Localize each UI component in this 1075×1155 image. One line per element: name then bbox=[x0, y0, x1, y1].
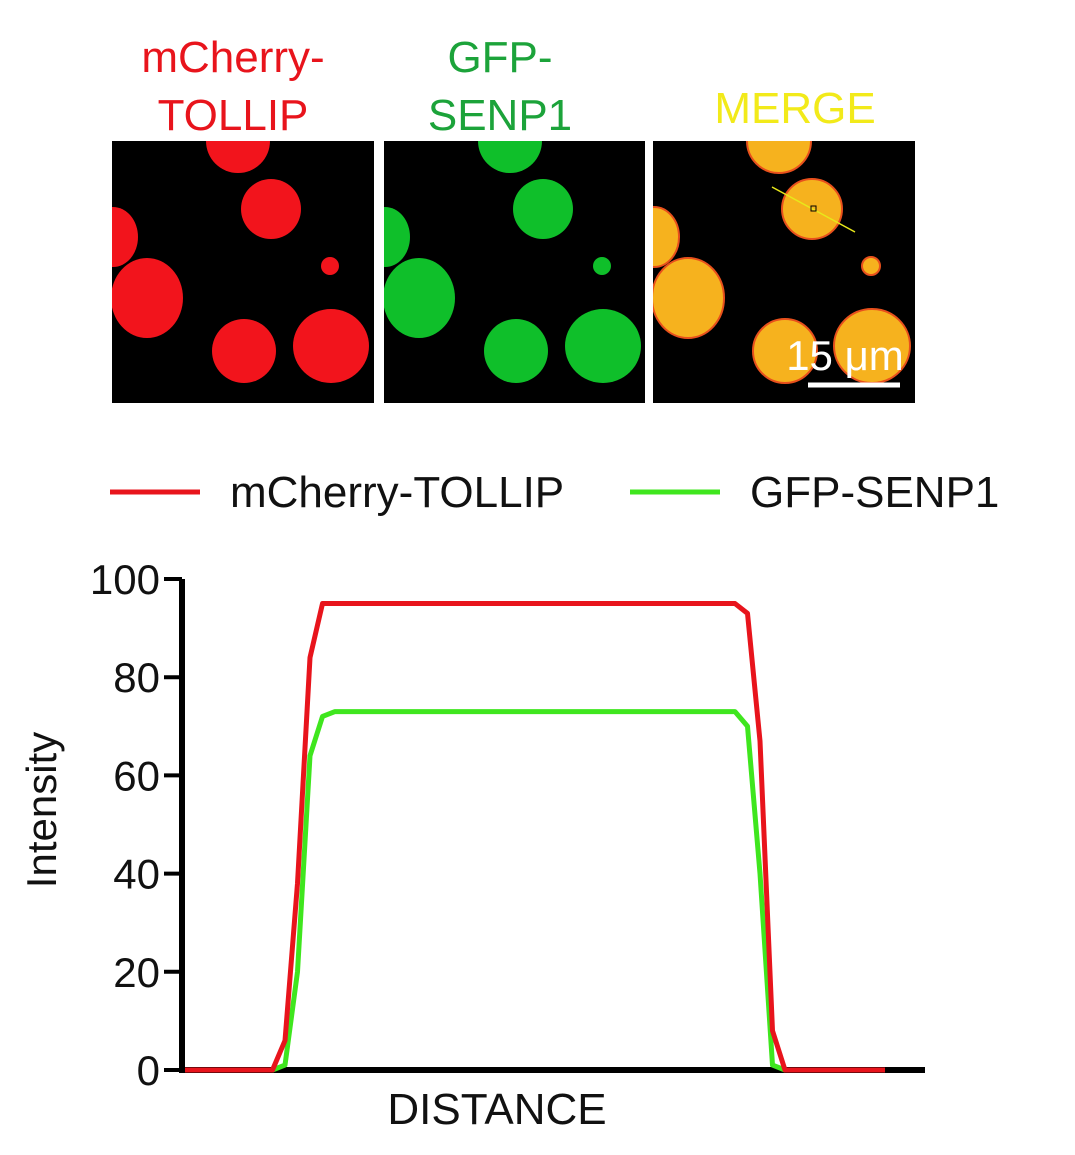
droplet bbox=[384, 207, 410, 267]
series-line bbox=[185, 709, 885, 1073]
y-tick-label: 20 bbox=[113, 949, 160, 996]
panel-title: TOLLIP bbox=[158, 91, 309, 140]
droplet bbox=[593, 257, 611, 275]
y-tick-label: 0 bbox=[137, 1047, 160, 1094]
droplets bbox=[384, 141, 641, 383]
panel-title: MERGE bbox=[714, 84, 875, 133]
roi-marker bbox=[810, 205, 817, 212]
droplet bbox=[293, 309, 369, 383]
droplet bbox=[112, 207, 138, 267]
droplet bbox=[653, 257, 725, 339]
droplet bbox=[112, 258, 183, 338]
droplet bbox=[746, 141, 812, 174]
droplet bbox=[212, 319, 276, 383]
droplet bbox=[861, 256, 881, 276]
series-line bbox=[185, 601, 885, 1073]
droplet bbox=[653, 206, 680, 268]
x-axis-label: DISTANCE bbox=[387, 1085, 606, 1134]
chart: mCherry-TOLLIP GFP-SENP1 0 20 40 60 80 100 Inten… bbox=[18, 468, 999, 1134]
droplet bbox=[241, 179, 301, 239]
y-tick-label: 60 bbox=[113, 752, 160, 799]
droplet bbox=[321, 257, 339, 275]
panel-title: GFP- bbox=[447, 33, 552, 82]
droplet bbox=[513, 179, 573, 239]
droplet bbox=[484, 319, 548, 383]
droplet bbox=[384, 258, 455, 338]
droplet bbox=[206, 141, 270, 173]
droplet bbox=[565, 309, 641, 383]
image-panels: mCherry- TOLLIP GFP- SENP1 MERGE 15 μm bbox=[112, 33, 915, 403]
droplet bbox=[752, 318, 818, 384]
legend-label: GFP-SENP1 bbox=[750, 468, 999, 517]
y-axis-label: Intensity bbox=[18, 732, 65, 888]
legend-label: mCherry-TOLLIP bbox=[230, 468, 564, 517]
y-tick-label: 80 bbox=[113, 654, 160, 701]
y-tick-label: 40 bbox=[113, 851, 160, 898]
panel-title: mCherry- bbox=[141, 33, 324, 82]
panel-title: SENP1 bbox=[428, 91, 572, 140]
line-profile bbox=[771, 186, 856, 233]
scale-bar-label: 15 μm bbox=[786, 332, 904, 379]
droplets bbox=[112, 141, 369, 383]
y-tick-label: 100 bbox=[90, 556, 160, 603]
droplet bbox=[478, 141, 542, 173]
droplets bbox=[653, 141, 911, 384]
